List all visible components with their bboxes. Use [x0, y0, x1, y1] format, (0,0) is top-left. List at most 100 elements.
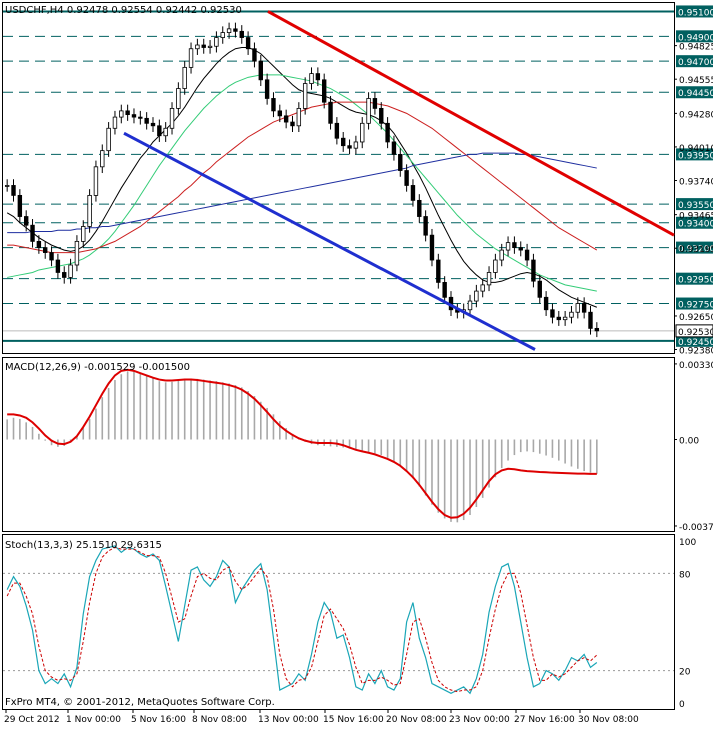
candle-body: [125, 110, 130, 116]
candle-body: [302, 83, 308, 109]
candle-body: [271, 98, 276, 112]
macd-panel: 0.003304 0.00 -0.003779: [6, 361, 713, 533]
candle-body: [543, 296, 549, 311]
candle-body: [100, 150, 105, 168]
macd-panel-frame: [2, 357, 675, 532]
price-level-label: 0.95100: [678, 8, 713, 18]
candle-body: [581, 303, 587, 313]
moving-average-fast: [6, 47, 598, 308]
candle-body: [81, 226, 86, 242]
stoch-axis-label: 80: [679, 570, 691, 580]
candle-body: [119, 110, 124, 118]
candle-body: [379, 108, 384, 124]
moving-average-slow: [7, 101, 598, 254]
stochastic-panel: 100 80 20 0: [3, 538, 696, 710]
price-level-tag: [676, 5, 713, 18]
candle-body: [283, 115, 289, 123]
macd-axis-label: 0.00: [679, 437, 699, 447]
candle-body: [309, 73, 314, 84]
price-level-tag: [676, 216, 713, 229]
price-axis-label: 0.94555: [679, 76, 713, 86]
price-axis-label: 0.94825: [679, 43, 713, 53]
candle-body: [569, 311, 574, 318]
candle-body: [55, 259, 61, 273]
candle-body: [62, 272, 67, 278]
candle-body: [436, 259, 441, 283]
moving-average-medium: [7, 74, 597, 292]
price-level-label: 0.93200: [678, 245, 713, 255]
candle-body: [17, 194, 23, 217]
stoch-signal-line: [6, 546, 598, 693]
candle-body: [214, 37, 219, 47]
candle-body: [220, 32, 225, 38]
candle-body: [410, 185, 416, 201]
candle-body: [429, 234, 435, 261]
candle-body: [550, 309, 555, 318]
candle-body: [30, 224, 35, 242]
candle-body: [512, 242, 517, 248]
candle-body: [524, 249, 530, 261]
price-level-label: 0.92450: [678, 338, 713, 348]
price-level-tag: [676, 148, 713, 161]
price-level-tag: [676, 86, 713, 99]
price-panel-header: USDCHF,H4 0.92478 0.92554 0.92442 0.9253…: [5, 5, 242, 16]
stoch-main-line: [6, 545, 598, 695]
macd-axis-label: -0.003779: [679, 523, 713, 533]
time-axis-label: 27 Nov 16:00: [514, 715, 575, 725]
candle-body: [556, 316, 561, 321]
candle-body: [106, 127, 111, 152]
moving-average-long: [7, 152, 597, 234]
current-price-tag: [675, 324, 713, 338]
time-axis-label: 23 Nov 00:00: [449, 715, 510, 725]
resistance-trendline: [267, 10, 675, 237]
price-level-tag: [676, 55, 713, 68]
time-axis-label: 5 Nov 16:00: [131, 715, 186, 725]
candle-body: [366, 98, 371, 124]
candle-body: [74, 240, 80, 266]
candle-body: [68, 264, 73, 278]
candle-body: [588, 311, 593, 329]
price-axis-label: 0.93195: [679, 245, 713, 255]
price-panel: 0.95100 0.94900 0.94700 0.94450 0.93950 0.935…: [3, 5, 713, 357]
candle-body: [157, 125, 162, 137]
price-level-label: 0.94450: [678, 89, 713, 99]
price-level-tag: [676, 334, 713, 347]
time-axis-label: 13 Nov 00:00: [258, 715, 319, 725]
candle-body: [347, 145, 352, 149]
price-axis-label: 0.93465: [679, 212, 713, 222]
time-axis-label: 29 Oct 2012: [4, 715, 60, 725]
stoch-axis-label: 100: [679, 538, 696, 548]
current-price-label: 0.92530: [678, 328, 713, 338]
candle-body: [290, 121, 295, 127]
candle-body: [575, 303, 581, 313]
candle-body: [43, 247, 48, 253]
stoch-panel-header: Stoch(13,3,3) 25.1510 29.6315: [5, 540, 162, 551]
price-level-tag: [676, 297, 713, 310]
time-axis-label: 8 Nov 08:00: [192, 715, 247, 725]
candle-body: [93, 166, 99, 196]
candle-body: [391, 141, 397, 155]
price-level-label: 0.92950: [678, 276, 713, 286]
candle-body: [176, 88, 181, 109]
candle-body: [49, 252, 54, 261]
candle-body: [537, 280, 542, 298]
candle-body: [201, 44, 206, 48]
candle-body: [245, 37, 251, 50]
candle-body: [480, 284, 485, 292]
price-level-label: 0.92750: [678, 301, 713, 311]
candle-body: [188, 48, 194, 68]
price-level-label: 0.94700: [678, 58, 713, 68]
candle-body: [131, 114, 137, 118]
price-level-tag: [676, 272, 713, 285]
candle-body: [195, 44, 200, 50]
candle-body: [531, 259, 536, 282]
candle-body: [442, 281, 447, 298]
price-level-tag: [676, 30, 713, 43]
candle-body: [404, 170, 409, 186]
macd-panel-header: MACD(12,26,9) -0.001529 -0.001500: [5, 362, 190, 373]
stoch-axis-label: 20: [679, 668, 691, 678]
price-axis-label: 0.92650: [679, 313, 713, 323]
candle-body: [385, 122, 390, 143]
